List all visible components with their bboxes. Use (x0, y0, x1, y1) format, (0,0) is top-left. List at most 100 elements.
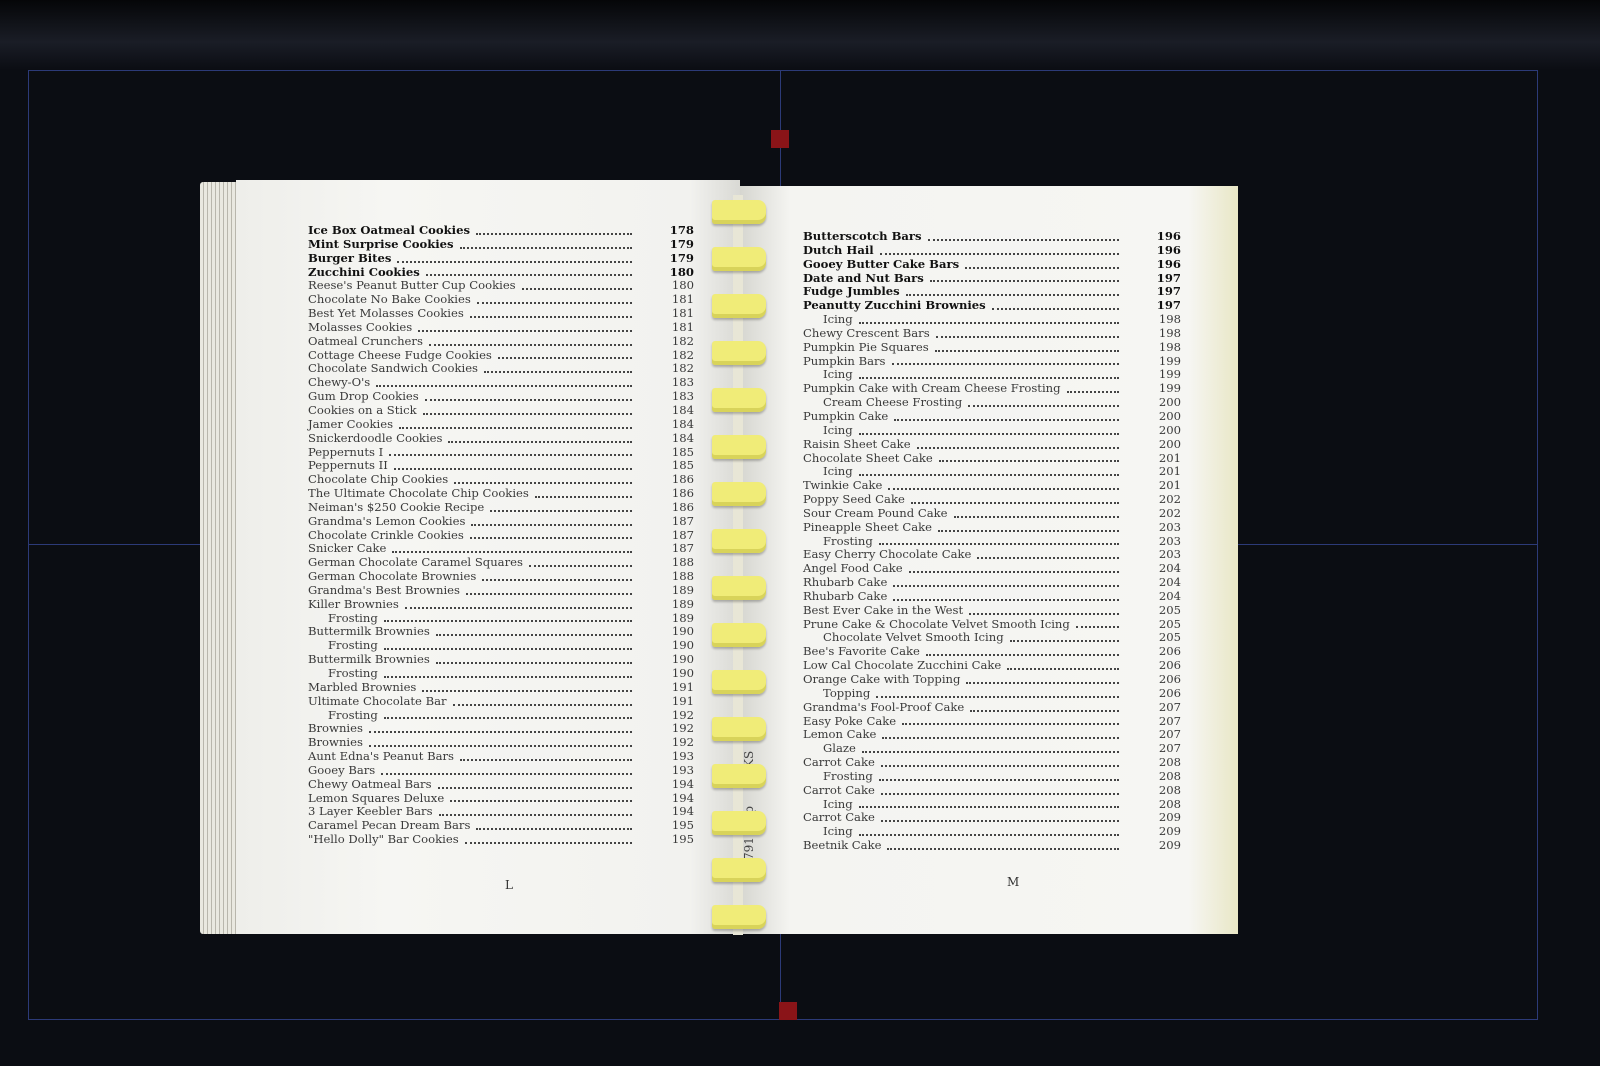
entry-title: Chewy Crescent Bars (803, 325, 930, 340)
entry-page: 202 (1158, 492, 1181, 507)
dot-leader (469, 537, 632, 540)
entry-title: Frosting (823, 768, 873, 783)
entry-page: 203 (1158, 547, 1181, 562)
entry-title: Icing (823, 312, 853, 327)
index-entry: Molasses Cookies 181 (308, 319, 694, 335)
entry-title: Grandma's Best Brownies (308, 582, 460, 597)
index-entry: Ice Box Oatmeal Cookies 178 (308, 223, 694, 238)
entry-page: 184 (671, 402, 694, 417)
index-entry: Icing 198 (803, 312, 1181, 327)
index-entry: Cream Cheese Frosting 200 (803, 395, 1181, 410)
entry-page: 209 (1158, 810, 1181, 825)
index-entry: Caramel Pecan Dream Bars 195 (308, 818, 694, 833)
entry-title: Grandma's Fool-Proof Cake (803, 699, 965, 714)
index-entry: The Ultimate Chocolate Chip Cookies 186 (308, 486, 694, 501)
dot-leader (450, 800, 632, 803)
entry-page: 181 (671, 292, 694, 307)
dot-leader (876, 695, 1119, 698)
index-entry: Bee's Favorite Cake 206 (803, 644, 1181, 659)
entry-page: 193 (671, 749, 694, 764)
entry-page: 201 (1158, 464, 1181, 479)
entry-title: Pumpkin Bars (803, 353, 886, 368)
entry-title: Pumpkin Cake with Cream Cheese Frosting (803, 381, 1061, 396)
entry-title: Neiman's $250 Cookie Recipe (308, 499, 485, 514)
dot-leader (418, 329, 632, 332)
index-entry: Poppy Seed Cake 202 (803, 492, 1181, 507)
index-entry: Icing 208 (803, 797, 1181, 812)
entry-page: 209 (1158, 838, 1181, 853)
entry-page: 196 (1156, 229, 1181, 243)
index-entry: Oatmeal Crunchers 182 (308, 334, 694, 349)
entry-page: 201 (1158, 450, 1181, 465)
entry-title: Brownies (308, 721, 363, 736)
entry-title: Killer Brownies (308, 596, 399, 611)
entry-page: 202 (1158, 505, 1181, 520)
entry-title: Bee's Favorite Cake (803, 644, 920, 659)
entry-title: Pumpkin Cake (803, 408, 889, 423)
entry-page: 190 (671, 624, 694, 639)
entry-title: Caramel Pecan Dream Bars (308, 818, 471, 833)
left-page (236, 180, 740, 934)
entry-page: 207 (1158, 699, 1181, 714)
index-entry: Butterscotch Bars 196 (803, 229, 1181, 244)
binding-spine (733, 195, 743, 935)
index-entry: Buttermilk Brownies 190 (308, 625, 694, 639)
dot-leader (425, 274, 632, 277)
entry-page: 208 (1158, 755, 1181, 770)
entry-title: Brownies (308, 735, 363, 750)
entry-page: 206 (1158, 685, 1181, 700)
index-entry: Zucchini Cookies 180 (308, 265, 694, 280)
dot-leader (938, 460, 1119, 463)
index-entry: Grandma's Lemon Cookies 187 (308, 514, 694, 529)
index-entry: Chocolate Velvet Smooth Icing 205 (803, 631, 1181, 645)
entry-page: 205 (1158, 602, 1181, 617)
binding-ring (712, 905, 766, 929)
dot-leader (894, 418, 1119, 421)
index-entry: 3 Layer Keebler Bars 194 (308, 805, 694, 819)
page-edges (200, 182, 240, 934)
index-entry: Carrot Cake 208 (803, 783, 1181, 798)
backdrop (0, 0, 1600, 70)
entry-page: 193 (671, 762, 694, 777)
entry-title: Best Yet Molasses Cookies (308, 306, 464, 321)
entry-title: German Chocolate Brownies (308, 569, 477, 584)
entry-title: Molasses Cookies (308, 319, 413, 334)
dot-leader (858, 377, 1119, 380)
entry-page: 207 (1158, 741, 1181, 756)
index-entry: Beetnik Cake 209 (803, 838, 1181, 853)
entry-page: 207 (1158, 727, 1181, 742)
index-entry: Peanutty Zucchini Brownies 197 (803, 298, 1181, 313)
index-entry: Rhubarb Cake 204 (803, 575, 1181, 590)
index-entry: "Hello Dolly" Bar Cookies 195 (308, 832, 694, 847)
dot-leader (927, 238, 1119, 241)
dot-leader (966, 681, 1119, 684)
entry-page: 183 (671, 389, 694, 404)
entry-title: Chocolate Sandwich Cookies (308, 361, 479, 376)
dot-leader (858, 474, 1119, 477)
entry-page: 198 (1158, 312, 1181, 327)
entry-page: 195 (671, 832, 694, 847)
entry-page: 188 (671, 569, 694, 584)
left-index-list: Ice Box Oatmeal Cookies 178 Mint Surprise … (308, 223, 694, 847)
dot-leader (965, 266, 1119, 269)
entry-title: Cookies on a Stick (308, 402, 417, 417)
entry-title: Low Cal Chocolate Zucchini Cake (803, 658, 1002, 673)
entry-page: 208 (1158, 768, 1181, 783)
dot-leader (424, 398, 632, 401)
dot-leader (861, 751, 1119, 754)
dot-leader (878, 543, 1119, 546)
entry-page: 200 (1158, 408, 1181, 423)
entry-page: 187 (671, 541, 694, 556)
entry-page: 196 (1156, 256, 1181, 271)
entry-title: Sour Cream Pound Cake (803, 505, 948, 520)
entry-title: Pumpkin Pie Squares (803, 339, 929, 354)
index-entry: Reese's Peanut Butter Cup Cookies 180 (308, 279, 694, 293)
binding-ring (712, 858, 766, 882)
index-entry: German Chocolate Brownies 188 (308, 569, 694, 584)
index-entry: Buttermilk Brownies 190 (308, 652, 694, 667)
dot-leader (893, 584, 1119, 587)
index-entry: Gooey Butter Cake Bars 196 (803, 256, 1181, 272)
entry-page: 205 (1158, 630, 1181, 645)
dot-leader (435, 662, 632, 664)
entry-title: Ice Box Oatmeal Cookies (308, 223, 470, 237)
